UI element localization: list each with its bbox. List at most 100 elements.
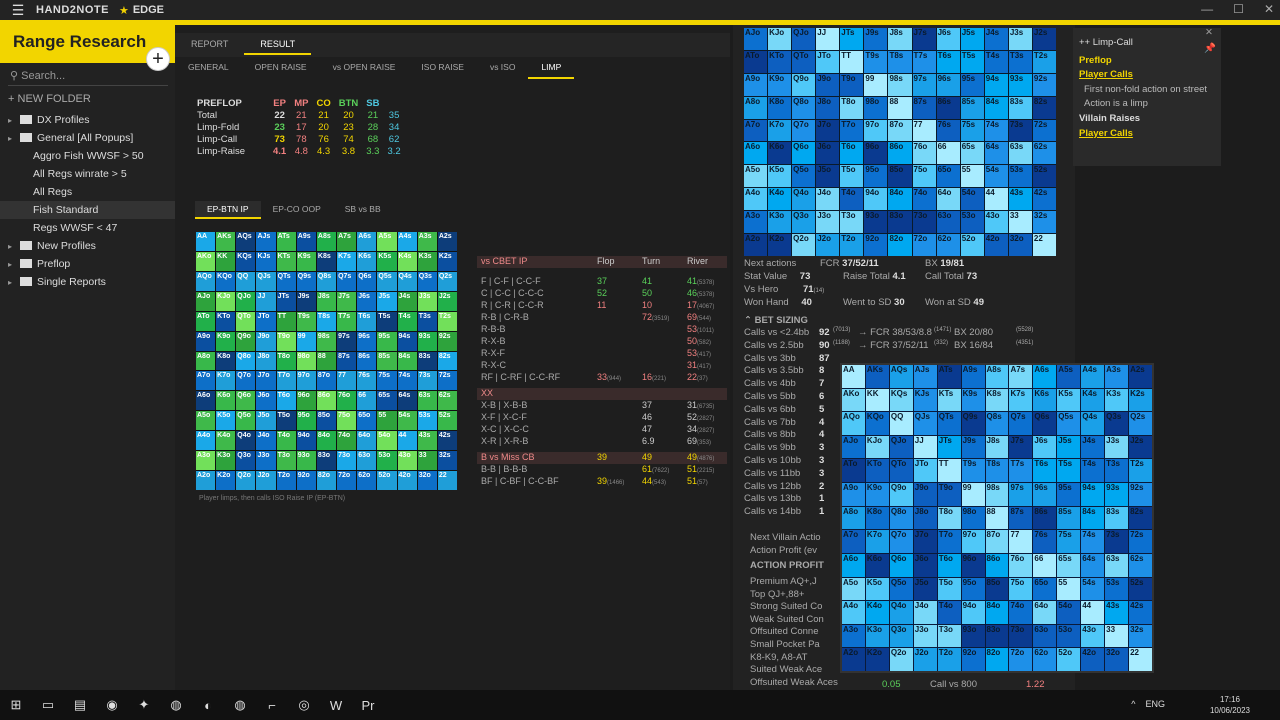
hand-cell[interactable]: T3o	[937, 624, 961, 648]
hand-cell[interactable]: J7s	[337, 291, 357, 311]
hand-cell[interactable]: A9s	[296, 232, 316, 251]
hand-cell[interactable]: J6o	[816, 142, 840, 165]
hand-cell[interactable]: J3o	[256, 451, 276, 471]
hand-cell[interactable]: 65o	[357, 411, 377, 431]
hand-cell[interactable]: 32o	[1008, 234, 1032, 256]
hand-cell[interactable]: 66	[357, 391, 377, 411]
hand-cell[interactable]: 82o	[888, 234, 912, 256]
hand-cell[interactable]: K8o	[865, 506, 889, 530]
hand-cell[interactable]: 94s	[397, 331, 417, 351]
hand-cell[interactable]: T9o	[276, 331, 296, 351]
hand-cell[interactable]: 97o	[296, 371, 316, 391]
hand-cell[interactable]: 42o	[984, 234, 1008, 256]
hand-cell[interactable]: 88	[985, 506, 1009, 530]
hand-cell[interactable]: A2o	[196, 471, 216, 490]
word-icon[interactable]: W	[329, 697, 343, 713]
hand-cell[interactable]: 99	[961, 483, 985, 506]
hand-cell[interactable]: J7o	[256, 371, 276, 391]
chevron-right-icon[interactable]: ▸	[8, 278, 13, 287]
hand-cell[interactable]: J2o	[913, 648, 937, 671]
hand-cell[interactable]: J2o	[256, 471, 276, 490]
hand-cell[interactable]: K8s	[985, 388, 1009, 412]
hand-cell[interactable]: T4s	[397, 311, 417, 331]
sidebar-item[interactable]: ▸ Preflop	[0, 255, 175, 273]
hand-cell[interactable]: 32s	[1129, 624, 1152, 648]
hand-cell[interactable]: KK	[865, 388, 889, 412]
hand-cell[interactable]: 77	[1009, 530, 1033, 553]
hand-cell[interactable]: 42s	[1129, 601, 1152, 624]
hand-cell[interactable]: 93o	[296, 451, 316, 471]
hand-cell[interactable]: K2s	[1129, 388, 1152, 412]
hand-cell[interactable]: 54s	[397, 411, 417, 431]
clock[interactable]: 17:16 10/06/2023	[1209, 695, 1250, 715]
app-icon[interactable]: ◉	[106, 697, 118, 712]
hand-cell[interactable]: 73s	[1105, 530, 1129, 553]
hand-cell[interactable]: A7s	[337, 232, 357, 251]
hand-cell[interactable]: J8s	[888, 28, 912, 50]
hand-cell[interactable]: 65s	[1057, 553, 1081, 577]
tab-iso-raise[interactable]: ISO RAISE	[421, 62, 464, 72]
hand-cell[interactable]: 63s	[1105, 553, 1129, 577]
tab-general[interactable]: GENERAL	[188, 62, 229, 72]
hand-cell[interactable]: T4o	[840, 188, 864, 211]
hand-cell[interactable]: 52s	[437, 411, 457, 431]
hand-cell[interactable]: J5s	[377, 291, 397, 311]
hand-cell[interactable]: QTo	[792, 50, 816, 73]
hand-cell[interactable]: J4s	[1081, 435, 1105, 459]
hand-cell[interactable]: A6o	[196, 391, 216, 411]
hand-cell[interactable]: A4o	[196, 431, 216, 451]
hand-cell[interactable]: 92s	[1129, 483, 1152, 506]
sidebar-item[interactable]: Aggro Fish WWSF > 50	[0, 147, 175, 165]
hand-cell[interactable]: 82s	[1032, 96, 1056, 119]
hand-cell[interactable]: 98s	[316, 331, 337, 351]
hand-cell[interactable]: Q7s	[337, 271, 357, 291]
hand-cell[interactable]: 96s	[936, 73, 960, 96]
hand-cell[interactable]: A8s	[316, 232, 337, 251]
hand-cell[interactable]: T8o	[937, 506, 961, 530]
hand-cell[interactable]: J4s	[984, 28, 1008, 50]
hand-cell[interactable]: AKo	[842, 388, 865, 412]
tab-sb-vs-bb[interactable]: SB vs BB	[344, 204, 381, 214]
hand-cell[interactable]: T6o	[840, 142, 864, 165]
hand-cell[interactable]: K9s	[961, 388, 985, 412]
app-icon[interactable]: ◎	[298, 697, 310, 712]
hand-cell[interactable]: 99	[864, 73, 888, 96]
hand-cell[interactable]: 76s	[1033, 530, 1057, 553]
hand-cell[interactable]: J9s	[296, 291, 316, 311]
hand-cell[interactable]: AKo	[196, 251, 216, 271]
notepad-icon[interactable]: ▤	[73, 697, 87, 712]
hand-cell[interactable]: 96s	[357, 331, 377, 351]
hand-cell[interactable]: 32s	[1032, 211, 1056, 234]
hand-cell[interactable]: 94s	[984, 73, 1008, 96]
hand-cell[interactable]: Q7o	[889, 530, 913, 553]
hand-cell[interactable]: A5o	[744, 165, 768, 188]
hand-cell[interactable]: J8s	[316, 291, 337, 311]
hand-cell[interactable]: Q3s	[1105, 412, 1129, 435]
hand-cell[interactable]: 83o	[316, 451, 337, 471]
hand-cell[interactable]: 53o	[377, 451, 397, 471]
hand-cell[interactable]: A8o	[196, 351, 216, 371]
hand-cell[interactable]: 97o	[961, 530, 985, 553]
hand-cell[interactable]: 54o	[960, 188, 984, 211]
hand-cell[interactable]: Q2o	[889, 648, 913, 671]
hand-cell[interactable]: A5o	[842, 577, 865, 601]
hand-cell[interactable]: QJo	[889, 435, 913, 459]
hand-cell[interactable]: 33	[417, 451, 437, 471]
hand-cell[interactable]: 87s	[337, 351, 357, 371]
hand-cell[interactable]: KK	[216, 251, 236, 271]
hand-cell[interactable]: JTo	[913, 459, 937, 483]
hand-cell[interactable]: Q6o	[236, 391, 256, 411]
hand-cell[interactable]: 95s	[377, 331, 397, 351]
hand-cell[interactable]: 82o	[985, 648, 1009, 671]
hand-cell[interactable]: Q2o	[236, 471, 256, 490]
hand-cell[interactable]: T9o	[937, 483, 961, 506]
hand-cell[interactable]: T6o	[937, 553, 961, 577]
hand-cell[interactable]: T2o	[840, 234, 864, 256]
hand-cell[interactable]: Q9s	[296, 271, 316, 291]
hand-cell[interactable]: J3o	[816, 211, 840, 234]
hand-cell[interactable]: A9o	[744, 73, 768, 96]
hand-cell[interactable]: J5o	[256, 411, 276, 431]
hand-cell[interactable]: 94s	[1081, 483, 1105, 506]
hand-cell[interactable]: 52s	[1032, 165, 1056, 188]
hand-cell[interactable]: T7s	[1009, 459, 1033, 483]
